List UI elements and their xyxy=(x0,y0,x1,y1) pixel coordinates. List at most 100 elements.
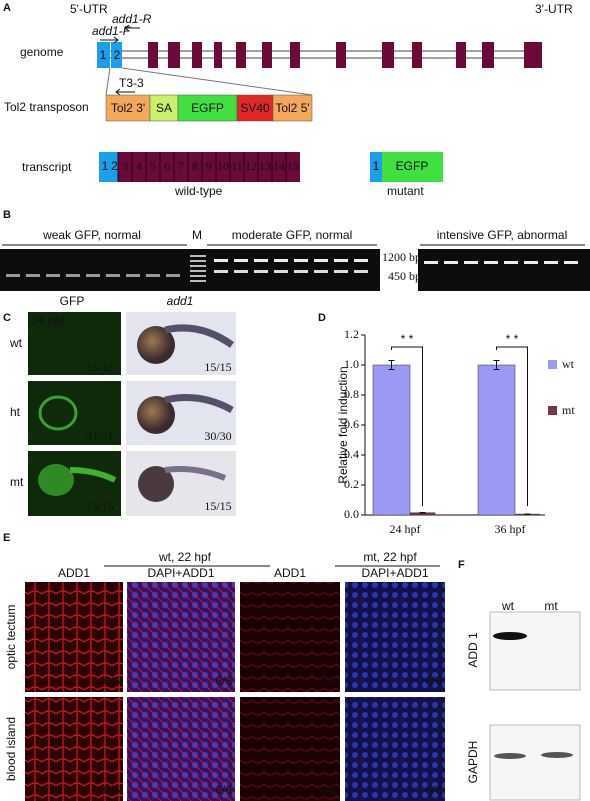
exon-number: 10 xyxy=(217,159,229,173)
y-axis-label: Relative fold induction xyxy=(336,366,350,483)
embryo-tail xyxy=(69,467,117,483)
count-label: 31/31 xyxy=(86,429,113,443)
legend-label: mt xyxy=(562,403,575,417)
exon-number: 2 xyxy=(114,48,121,62)
exon xyxy=(382,42,394,68)
utr-label: 5'-UTR xyxy=(70,2,108,16)
confocal-image xyxy=(25,582,123,692)
row-label: transcript xyxy=(22,160,72,174)
panel-label: D xyxy=(318,312,326,324)
count-label: 6/6 xyxy=(103,674,120,688)
stage-label: 24 hpf xyxy=(31,314,65,328)
exon-number: 11 xyxy=(231,159,243,173)
gel-band xyxy=(190,265,206,267)
gel-band xyxy=(214,270,228,273)
exon-number: 8 xyxy=(192,159,198,173)
exon xyxy=(336,42,346,68)
significance-label: * * xyxy=(401,332,414,346)
row-label: blood island xyxy=(4,717,18,781)
gel-band xyxy=(26,274,40,277)
exon-number: 1 xyxy=(373,159,380,173)
egfp xyxy=(382,152,443,182)
significance-label: * * xyxy=(506,332,519,346)
gel-band xyxy=(564,261,578,264)
x-tick-label: 36 hpf xyxy=(495,522,526,536)
primer-label: add1-R xyxy=(112,12,152,26)
embryo-tail xyxy=(164,466,227,481)
utr-label: 3'-UTR xyxy=(535,2,573,16)
gel-band xyxy=(190,260,206,262)
row-label: optic tectum xyxy=(4,605,18,670)
gel-band xyxy=(314,259,328,262)
row-label: Tol2 transposon xyxy=(4,100,89,114)
lane-label: wt xyxy=(501,599,515,613)
exon-number: 12 xyxy=(245,159,257,173)
condition-label: wt, 22 hpf xyxy=(158,550,212,564)
column-label: DAPI+ADD1 xyxy=(147,566,214,580)
gel-band xyxy=(524,261,538,264)
gel-band xyxy=(354,270,368,273)
transposon-part-label: SA xyxy=(156,101,172,115)
gel-band xyxy=(544,261,558,264)
primer-label: add1-F xyxy=(92,24,131,38)
egfp-label: EGFP xyxy=(396,159,429,173)
exon-number: 1 xyxy=(100,48,107,62)
gel-band xyxy=(274,259,288,262)
exon-number: 1 xyxy=(102,159,109,173)
exon-number: 5 xyxy=(150,159,156,173)
gel-band xyxy=(126,274,140,277)
significance-bracket xyxy=(391,346,423,506)
bar xyxy=(372,364,411,516)
bar xyxy=(477,364,516,516)
condition-label: mt, 22 hpf xyxy=(363,550,417,564)
exon xyxy=(168,42,180,68)
exon xyxy=(118,152,300,182)
transposon-part xyxy=(105,94,151,122)
legend-swatch xyxy=(548,360,557,369)
x-tick-label: 24 hpf xyxy=(390,522,421,536)
count-label: 6/6 xyxy=(320,783,337,797)
exon-number: 7 xyxy=(178,159,184,173)
exon-number: 2 xyxy=(111,159,118,173)
group-label: intensive GFP, abnormal xyxy=(437,228,568,242)
y-tick-label: 0.4 xyxy=(344,447,359,461)
confocal-image xyxy=(127,582,235,692)
column-label: add1 xyxy=(167,294,194,308)
gel-band xyxy=(334,270,348,273)
count-label: 15/15 xyxy=(86,499,113,513)
count-label: 15/15 xyxy=(204,499,231,513)
exon xyxy=(214,42,222,68)
column-label: DAPI+ADD1 xyxy=(361,566,428,580)
embryo-tail xyxy=(164,394,234,414)
exon xyxy=(97,42,110,68)
lane-label: mt xyxy=(544,599,558,613)
genotype-label: mt xyxy=(10,475,24,489)
confocal-image xyxy=(240,697,340,801)
static-layout xyxy=(25,312,581,801)
confocal-image xyxy=(127,697,235,801)
size-label: 1200 bp xyxy=(382,250,421,264)
gel-band xyxy=(254,270,268,273)
y-tick-label: 1.0 xyxy=(344,357,359,371)
primer-label: T3-3 xyxy=(119,76,144,90)
exon xyxy=(111,42,122,68)
y-tick-label: 0.8 xyxy=(344,387,359,401)
exon xyxy=(111,152,118,182)
genotype-label: ht xyxy=(10,405,21,419)
gel-band xyxy=(504,261,518,264)
column-label: ADD1 xyxy=(274,566,306,580)
transposon-part-label: Tol2 3' xyxy=(111,101,145,115)
count-label: 15/15 xyxy=(86,360,113,374)
gel-band xyxy=(254,259,268,262)
primer-arrow xyxy=(100,36,119,44)
count-label: 15/15 xyxy=(204,360,231,374)
panel-label: B xyxy=(3,209,11,221)
exon xyxy=(412,42,422,68)
gel-band xyxy=(444,261,458,264)
exon xyxy=(456,42,466,68)
panel-label: E xyxy=(3,532,10,544)
gel-band xyxy=(234,259,248,262)
blot-band xyxy=(494,753,526,759)
gel-band xyxy=(294,270,308,273)
gel-band xyxy=(464,261,478,264)
